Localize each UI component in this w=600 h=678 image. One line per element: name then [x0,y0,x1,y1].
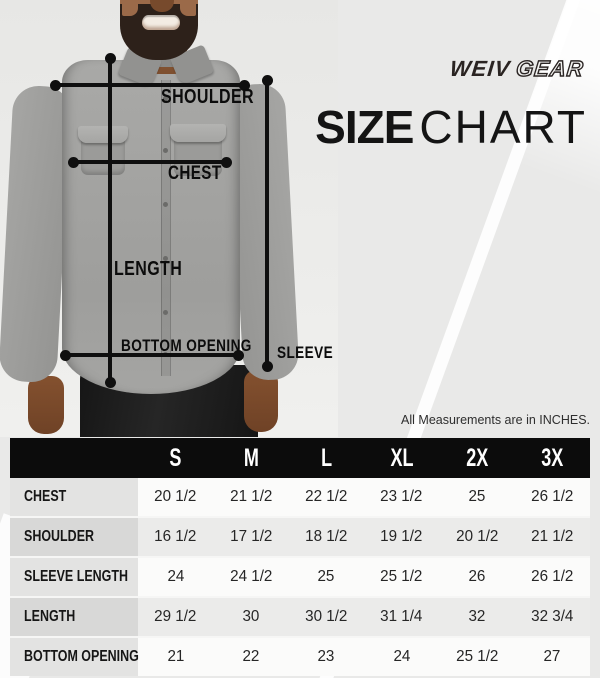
page-title: SIZE CHART [315,102,587,152]
size-value-cell: 29 1/2 [138,598,214,636]
nose [150,0,174,12]
table-row: SHOULDER 16 1/2 17 1/2 18 1/2 19 1/2 20 1/2 21… [10,516,590,556]
size-value-cell: 26 1/2 [514,478,590,516]
page-title-bold: SIZE [315,101,414,153]
chest-label: CHEST [168,163,222,184]
shoulder-label: SHOULDER [161,86,254,108]
size-column-header: M [243,443,259,472]
brand-logo-secondary: GEAR [514,55,586,81]
shirt-torso [62,60,240,394]
size-column-header: S [169,443,182,472]
size-value-cell: 25 [288,558,364,596]
size-value-cell: 30 1/2 [288,598,364,636]
shirt-button [163,96,168,101]
size-value-cell: 25 [439,478,515,516]
table-row: BOTTOM OPENING 21 22 23 24 25 1/2 27 [10,636,590,676]
pocket-flap-right [170,124,226,142]
shirt-button [163,202,168,207]
size-value-cell: 21 1/2 [514,518,590,556]
size-value-cell: 25 1/2 [439,638,515,676]
cheek-right [180,0,196,16]
size-table-body: CHEST 20 1/2 21 1/2 22 1/2 23 1/2 25 26 1/2 SHO… [10,478,590,676]
hero-section: SHOULDER CHEST LENGTH BOTTOM OPENING SLE… [0,0,590,437]
size-value-cell: 31 1/4 [364,598,440,636]
sleeve-measure-line [261,75,273,372]
bottom-opening-label: BOTTOM OPENING [121,336,252,355]
sleeve-label: SLEEVE [277,343,334,362]
row-label: SLEEVE LENGTH [10,558,138,596]
size-value-cell: 17 1/2 [213,518,289,556]
button-placket [161,80,171,376]
row-label: CHEST [10,478,138,516]
size-value-cell: 16 1/2 [138,518,214,556]
size-value-cell: 21 [138,638,214,676]
table-row: CHEST 20 1/2 21 1/2 22 1/2 23 1/2 25 26 1/2 [10,478,590,516]
size-value-cell: 32 [439,598,515,636]
table-row: LENGTH 29 1/2 30 30 1/2 31 1/4 32 32 3/4 [10,596,590,636]
size-value-cell: 27 [514,638,590,676]
length-label: LENGTH [114,258,183,280]
size-value-cell: 22 [213,638,289,676]
size-value-cell: 30 [213,598,289,636]
size-value-cell: 24 [138,558,214,596]
smile [142,15,180,30]
size-column-header: L [320,443,332,472]
length-measure-line [104,53,116,388]
cheek-left [122,0,138,16]
size-value-cell: 18 1/2 [288,518,364,556]
right-hand [244,370,278,432]
row-label: LENGTH [10,598,138,636]
size-value-cell: 20 1/2 [138,478,214,516]
brand-logo-primary: WEIV [448,56,512,81]
size-value-cell: 32 3/4 [514,598,590,636]
row-label: BOTTOM OPENING [10,638,139,676]
shirt-button [163,148,168,153]
size-value-cell: 23 1/2 [364,478,440,516]
page-title-light: CHART [419,101,587,153]
measurement-unit-note: All Measurements are in INCHES. [401,413,590,427]
size-table-header: S M L XL 2X 3X [10,438,590,478]
size-value-cell: 26 [439,558,515,596]
size-column-header: 2X [465,443,488,472]
shoulder-measure-line [50,79,250,91]
size-value-cell: 21 1/2 [213,478,289,516]
size-column-header: 3X [541,443,564,472]
size-value-cell: 24 1/2 [213,558,289,596]
size-value-cell: 24 [364,638,440,676]
size-value-cell: 19 1/2 [364,518,440,556]
size-column-header: XL [390,443,414,472]
brand-logo: WEIV GEAR [448,55,586,82]
chest-measure-line [68,156,232,168]
size-table: S M L XL 2X 3X CHEST 20 1/2 21 1/2 22 1/2 23 1/2 2… [10,438,590,676]
size-value-cell: 23 [288,638,364,676]
size-value-cell: 26 1/2 [514,558,590,596]
size-value-cell: 25 1/2 [364,558,440,596]
pocket-flap-left [78,126,128,143]
table-row: SLEEVE LENGTH 24 24 1/2 25 25 1/2 26 26 1/2 [10,556,590,596]
size-value-cell: 20 1/2 [439,518,515,556]
left-hand [28,376,64,434]
shirt-button [163,310,168,315]
row-label: SHOULDER [10,518,138,556]
bottom-opening-measure-line [60,349,244,361]
size-value-cell: 22 1/2 [288,478,364,516]
shirt-button [163,256,168,261]
